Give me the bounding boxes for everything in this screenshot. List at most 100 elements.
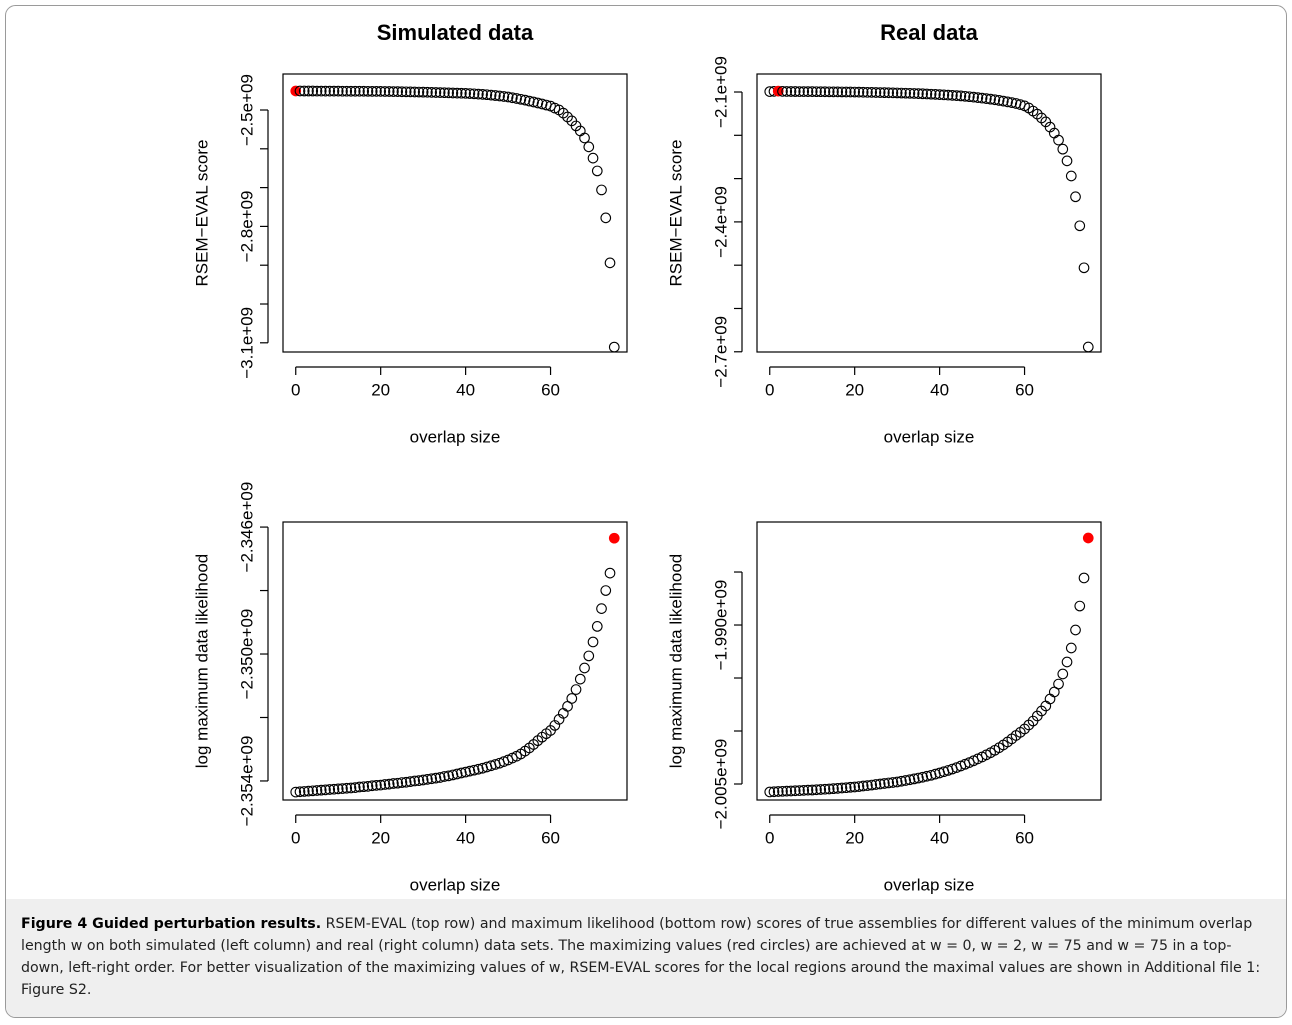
point xyxy=(481,89,493,101)
point xyxy=(332,783,344,795)
point xyxy=(298,786,310,797)
point xyxy=(913,772,924,784)
point xyxy=(519,94,531,106)
point xyxy=(798,86,810,97)
point xyxy=(955,90,967,102)
point xyxy=(891,87,903,99)
point xyxy=(456,87,467,99)
x-tick-label: 20 xyxy=(845,828,864,847)
point xyxy=(477,89,488,100)
point xyxy=(332,85,344,97)
point xyxy=(951,90,962,101)
point xyxy=(879,87,890,99)
point xyxy=(857,780,869,792)
point xyxy=(388,778,399,789)
point xyxy=(528,96,539,108)
point xyxy=(1057,143,1069,155)
point xyxy=(341,782,353,794)
point xyxy=(468,88,480,100)
point xyxy=(315,85,327,97)
x-tick-label: 60 xyxy=(541,380,560,399)
point xyxy=(523,95,535,107)
point xyxy=(324,784,336,795)
point xyxy=(857,86,869,98)
y-tick-label: −2.5e+09 xyxy=(237,74,256,146)
x-tick-label: 40 xyxy=(930,380,949,399)
point xyxy=(405,86,416,98)
point xyxy=(938,89,950,101)
x-tick-label: 60 xyxy=(1015,380,1034,399)
point xyxy=(511,93,522,104)
y-axis-label: log maximum data likelihood xyxy=(666,554,685,769)
plot-box xyxy=(756,521,1102,801)
y-tick-label: −1.990e+09 xyxy=(711,580,730,671)
point xyxy=(366,780,378,792)
y-axis-label: RSEM−EVAL score xyxy=(666,140,685,287)
point xyxy=(566,693,578,704)
point xyxy=(828,86,839,98)
caption: Figure 4 Guided perturbation results. RS… xyxy=(6,899,1286,1017)
x-tick-label: 40 xyxy=(456,380,475,399)
point xyxy=(379,779,391,790)
point xyxy=(883,87,895,99)
point xyxy=(290,786,302,798)
y-tick-label: −2.8e+09 xyxy=(237,190,256,262)
point xyxy=(396,86,408,98)
point xyxy=(904,774,916,786)
point xyxy=(789,785,801,797)
point xyxy=(802,784,814,796)
point xyxy=(930,89,941,100)
point xyxy=(819,783,831,795)
point xyxy=(434,87,446,98)
point xyxy=(460,766,471,778)
point xyxy=(1057,668,1069,680)
caption-text: RSEM-EVAL (top row) and maximum likeliho… xyxy=(21,916,1261,998)
point xyxy=(426,87,437,98)
point xyxy=(400,86,412,98)
point xyxy=(447,87,459,99)
point xyxy=(900,775,911,786)
point xyxy=(921,770,933,782)
point xyxy=(976,92,988,104)
point xyxy=(798,785,810,796)
point xyxy=(315,784,327,796)
point xyxy=(1065,170,1077,182)
point xyxy=(874,778,886,790)
point xyxy=(434,772,446,783)
highlight-point xyxy=(1082,532,1094,544)
point xyxy=(883,777,895,789)
point xyxy=(777,86,788,97)
x-tick-label: 20 xyxy=(371,828,390,847)
point xyxy=(870,779,882,790)
point xyxy=(473,88,484,100)
point xyxy=(794,785,805,796)
point xyxy=(430,772,442,784)
point xyxy=(1053,678,1064,690)
point xyxy=(1078,572,1090,584)
point xyxy=(853,86,865,98)
point xyxy=(409,775,421,787)
point xyxy=(366,85,378,97)
point xyxy=(354,85,365,97)
point xyxy=(785,86,797,97)
point xyxy=(972,92,984,103)
point xyxy=(596,184,607,196)
point xyxy=(451,87,463,99)
point xyxy=(349,782,361,793)
point xyxy=(405,776,416,787)
point xyxy=(819,86,831,98)
point xyxy=(870,87,882,98)
point xyxy=(600,212,612,224)
point xyxy=(1082,341,1094,353)
point xyxy=(917,88,928,100)
point xyxy=(587,152,599,164)
point xyxy=(502,91,514,103)
point xyxy=(925,88,937,100)
point xyxy=(866,87,878,98)
point xyxy=(392,777,404,789)
point xyxy=(959,90,971,102)
point xyxy=(591,621,603,632)
point xyxy=(371,85,382,97)
